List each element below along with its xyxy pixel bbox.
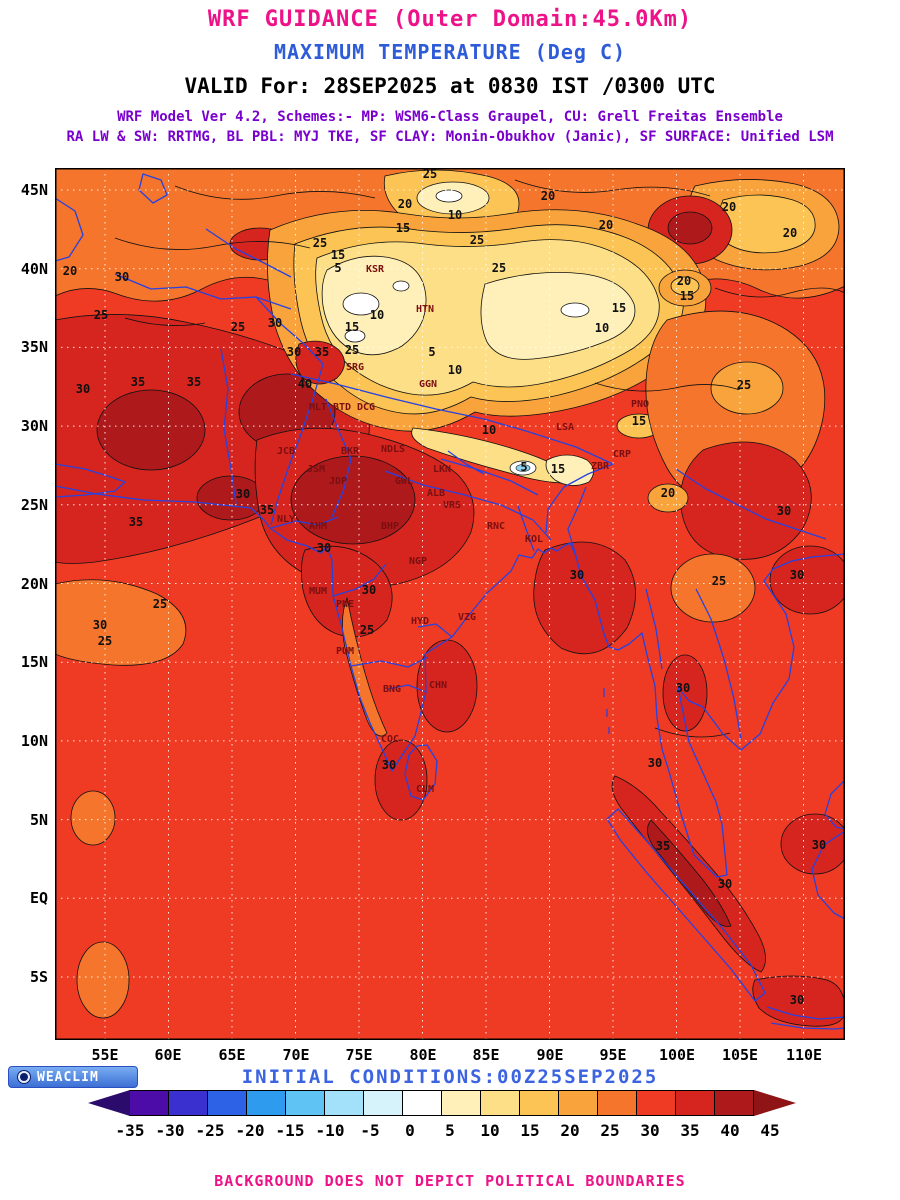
colorbar-tick-label: -5 [360,1121,380,1140]
colorbar-cell [324,1090,364,1116]
colorbar-cell [168,1090,208,1116]
colorbar-cell [714,1090,754,1116]
latitude-tick-label: 25N [20,496,48,514]
latitude-tick-label: 5N [29,811,48,829]
temperature-contour-map [55,168,845,1040]
map-frame [55,168,845,1040]
colorbar-tick-label: 10 [480,1121,500,1140]
colorbar-tick-label: -10 [315,1121,345,1140]
disclaimer: BACKGROUND DOES NOT DEPICT POLITICAL BOU… [214,1172,686,1190]
colorbar-tick-label: -35 [115,1121,145,1140]
colorbar-tick-label: 25 [600,1121,620,1140]
longitude-tick-label: 60E [154,1046,182,1064]
latitude-tick-label: 30N [20,417,48,435]
valid-time: VALID For: 28SEP2025 at 0830 IST /0300 U… [184,74,716,98]
colorbar-cell [207,1090,247,1116]
colorbar-cell [402,1090,442,1116]
colorbar-tick-label: 0 [405,1121,415,1140]
colorbar-tick-label: -30 [155,1121,185,1140]
longitude-tick-label: 75E [345,1046,373,1064]
longitude-tick-label: 110E [785,1046,823,1064]
colorbar-cell [519,1090,559,1116]
map-canvas: 45N 40N 35N 30N 25N 20N 15N 10N 5N EQ 5S 55E 60E 65E… [0,168,900,1068]
map-subtitle: MAXIMUM TEMPERATURE (Deg C) [273,40,627,64]
map-title: WRF GUIDANCE (Outer Domain:45.0Km) [207,7,693,32]
weaclim-logo: WEACLIM [8,1066,138,1088]
weaclim-logo-text: WEACLIM [37,1069,99,1085]
latitude-tick-label: 15N [20,653,48,671]
colorbar-cell [363,1090,403,1116]
longitude-tick-label: 80E [409,1046,437,1064]
latitude-tick-label: 20N [20,575,48,593]
colorbar-tick-label: 15 [520,1121,540,1140]
colorbar-tick-label: 40 [720,1121,740,1140]
temperature-colorbar: -35 -30 -25 -20 -15 -10 -5 0 5 10 15 20 25 30 35 40 45 [88,1090,812,1146]
colorbar-cells [88,1090,812,1116]
colorbar-tick-label: 35 [680,1121,700,1140]
colorbar-cell [129,1090,169,1116]
weaclim-logo-icon [18,1071,30,1083]
longitude-tick-label: 65E [218,1046,246,1064]
colorbar-cell [675,1090,715,1116]
colorbar-tick-label: 30 [640,1121,660,1140]
colorbar-cell [246,1090,286,1116]
coastlines-and-borders [55,173,845,1030]
colorbar-cell [88,1090,130,1116]
longitude-tick-label: 85E [472,1046,500,1064]
longitude-tick-label: 55E [91,1046,119,1064]
colorbar-tick-label: -15 [275,1121,305,1140]
longitude-tick-label: 70E [282,1046,310,1064]
model-config-line1: WRF Model Ver 4.2, Schemes:- MP: WSM6-Cl… [117,109,783,125]
colorbar-cell [480,1090,520,1116]
latitude-tick-label: 40N [20,260,48,278]
latitude-tick-label: 35N [20,338,48,356]
latitude-tick-label: 45N [20,181,48,199]
colorbar-tick-label: -25 [195,1121,225,1140]
colorbar-cell [636,1090,676,1116]
colorbar-cell [754,1090,796,1116]
longitude-tick-label: 105E [721,1046,759,1064]
longitude-tick-label: 100E [658,1046,696,1064]
longitude-tick-label: 90E [536,1046,564,1064]
colorbar-tick-label: 20 [560,1121,580,1140]
colorbar-cell [285,1090,325,1116]
latitude-tick-label: EQ [29,889,48,907]
colorbar-cell [441,1090,481,1116]
colorbar-cell [597,1090,637,1116]
colorbar-cell [558,1090,598,1116]
latitude-tick-label: 5S [29,968,48,986]
initial-conditions: INITIAL CONDITIONS:00Z25SEP2025 [241,1066,659,1088]
model-config-line2: RA LW & SW: RRTMG, BL PBL: MYJ TKE, SF C… [66,129,834,145]
colorbar-tick-label: -20 [235,1121,265,1140]
colorbar-labels: -35 -30 -25 -20 -15 -10 -5 0 5 10 15 20 25 30 35 40 45 [88,1121,812,1143]
longitude-tick-label: 95E [599,1046,627,1064]
colorbar-tick-label: 5 [445,1121,455,1140]
header: WRF GUIDANCE (Outer Domain:45.0Km) MAXIM… [0,0,900,145]
colorbar-tick-label: 45 [760,1121,780,1140]
latitude-tick-label: 10N [20,732,48,750]
